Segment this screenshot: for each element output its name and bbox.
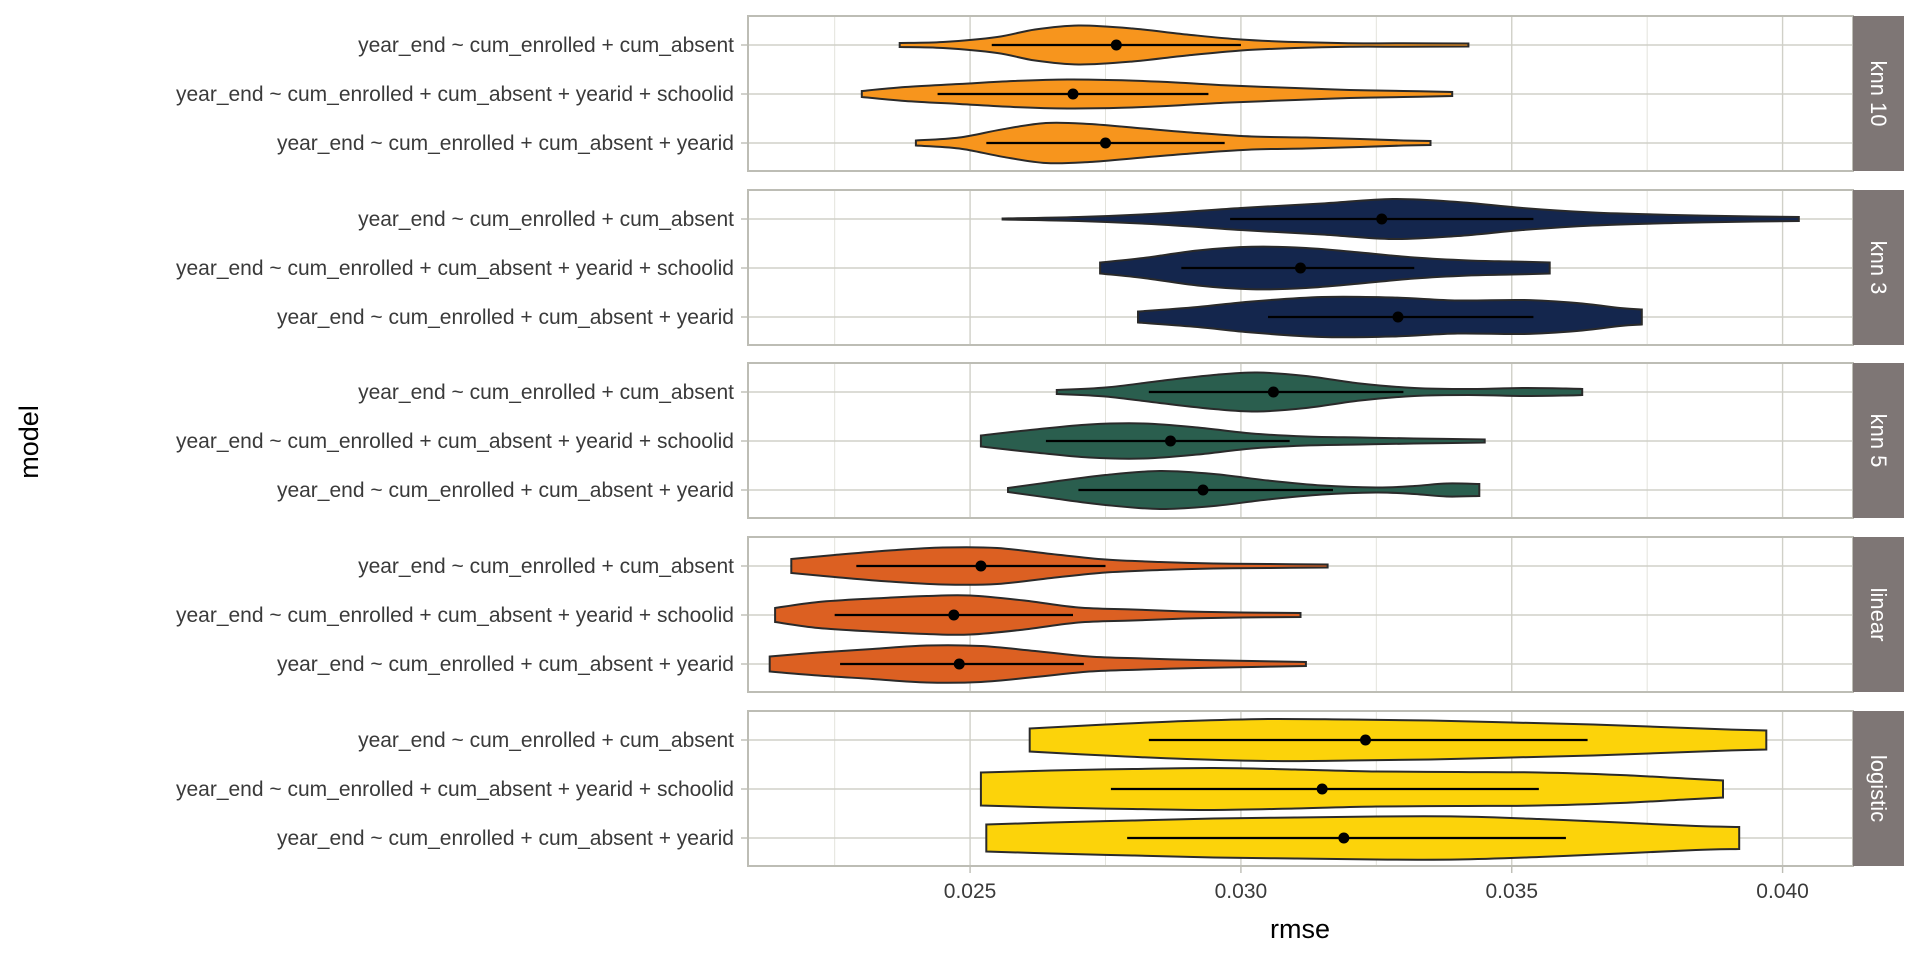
facet-strip: knn 5 bbox=[1853, 363, 1904, 518]
facet-panels bbox=[747, 15, 1854, 867]
facet-panel bbox=[747, 15, 1854, 172]
strip-label: logistic bbox=[1866, 755, 1891, 822]
mean-point bbox=[1360, 734, 1371, 746]
y-tick-label: year_end ~ cum_enrolled + cum_absent + y… bbox=[277, 132, 734, 155]
x-tick-label: 0.035 bbox=[1485, 880, 1538, 903]
y-tick-label: year_end ~ cum_enrolled + cum_absent bbox=[358, 729, 734, 752]
x-axis: 0.025 0.030 0.035 0.040 bbox=[944, 866, 1809, 903]
mean-point bbox=[948, 609, 960, 621]
mean-point bbox=[1067, 88, 1079, 100]
facet-panel bbox=[747, 710, 1854, 867]
y-axis-title: model bbox=[14, 405, 44, 479]
strip-background bbox=[1853, 190, 1904, 345]
strip-background bbox=[1853, 711, 1904, 866]
facet-strips: knn 10 knn 3 knn 5 linear logistic bbox=[1853, 16, 1904, 866]
y-tick-label: year_end ~ cum_enrolled + cum_absent + y… bbox=[176, 778, 734, 801]
mean-point bbox=[1376, 213, 1388, 225]
mean-point bbox=[1338, 832, 1350, 844]
mean-point bbox=[1392, 311, 1404, 323]
facet-panel bbox=[747, 536, 1854, 693]
y-tick-label: year_end ~ cum_enrolled + cum_absent + y… bbox=[176, 257, 734, 280]
y-tick-label: year_end ~ cum_enrolled + cum_absent bbox=[358, 208, 734, 231]
y-tick-label: year_end ~ cum_enrolled + cum_absent bbox=[358, 555, 734, 578]
mean-point bbox=[1110, 39, 1122, 51]
strip-label: knn 10 bbox=[1866, 60, 1891, 126]
facet-strip: linear bbox=[1853, 537, 1904, 692]
strip-label: knn 3 bbox=[1866, 241, 1891, 295]
facet-strip: knn 3 bbox=[1853, 190, 1904, 345]
mean-point bbox=[1100, 137, 1111, 149]
x-tick-label: 0.025 bbox=[944, 880, 997, 903]
strip-background bbox=[1853, 537, 1904, 692]
y-tick-label: year_end ~ cum_enrolled + cum_absent + y… bbox=[176, 430, 734, 453]
facet-strip: logistic bbox=[1853, 711, 1904, 866]
y-tick-label: year_end ~ cum_enrolled + cum_absent bbox=[358, 34, 734, 57]
y-tick-label: year_end ~ cum_enrolled + cum_absent + y… bbox=[176, 604, 734, 627]
mean-point bbox=[1295, 262, 1306, 274]
mean-point bbox=[953, 658, 965, 670]
y-tick-label: year_end ~ cum_enrolled + cum_absent + y… bbox=[277, 479, 734, 502]
facet-strip: knn 10 bbox=[1853, 16, 1904, 171]
mean-point bbox=[1197, 484, 1209, 496]
x-tick-label: 0.030 bbox=[1215, 880, 1268, 903]
mean-point bbox=[1267, 386, 1279, 398]
y-tick-label: year_end ~ cum_enrolled + cum_absent + y… bbox=[277, 827, 734, 850]
strip-label: linear bbox=[1866, 588, 1891, 642]
y-tick-label: year_end ~ cum_enrolled + cum_absent + y… bbox=[176, 83, 734, 106]
x-tick-label: 0.040 bbox=[1756, 880, 1809, 903]
y-axis-tick-labels: year_end ~ cum_enrolled + cum_absentyear… bbox=[176, 34, 748, 850]
strip-background bbox=[1853, 16, 1904, 171]
facet-panel bbox=[747, 189, 1854, 346]
mean-point bbox=[1165, 435, 1176, 447]
mean-point bbox=[1316, 783, 1328, 795]
y-tick-label: year_end ~ cum_enrolled + cum_absent bbox=[358, 381, 734, 404]
strip-label: knn 5 bbox=[1866, 414, 1891, 468]
strip-background bbox=[1853, 363, 1904, 518]
y-tick-label: year_end ~ cum_enrolled + cum_absent + y… bbox=[277, 653, 734, 676]
mean-point bbox=[975, 560, 987, 572]
x-axis-title: rmse bbox=[1270, 914, 1330, 944]
y-tick-label: year_end ~ cum_enrolled + cum_absent + y… bbox=[277, 306, 734, 329]
facet-panel bbox=[747, 362, 1854, 519]
